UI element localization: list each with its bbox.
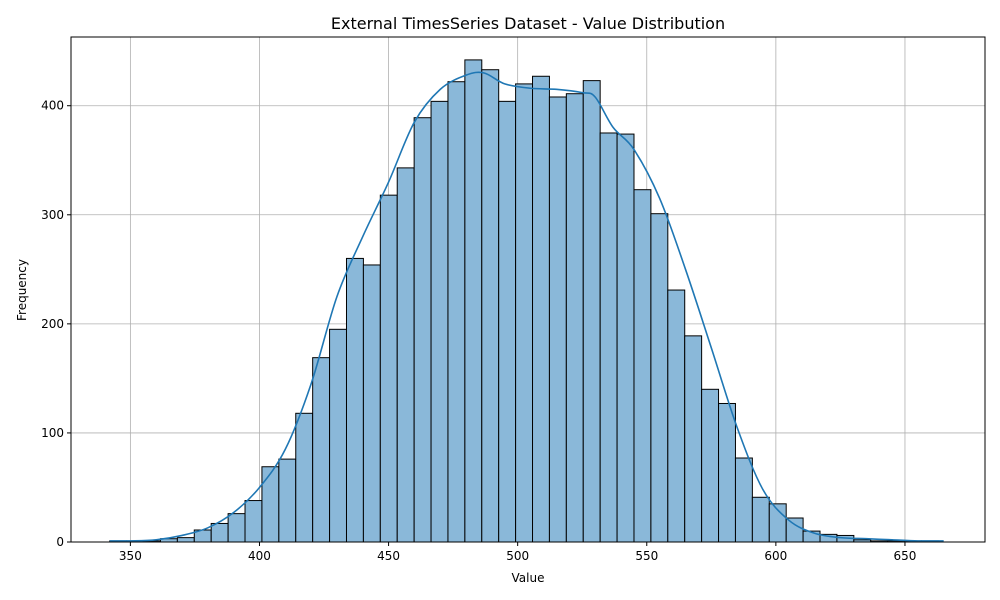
histogram-bar xyxy=(785,517,804,543)
histogram-bar xyxy=(599,132,618,543)
plot-frame xyxy=(70,36,986,543)
x-tick-label: 550 xyxy=(635,549,658,563)
histogram-bar xyxy=(498,100,517,543)
histogram-bar xyxy=(227,513,246,543)
x-tick-label: 350 xyxy=(119,549,142,563)
y-tick-label: 100 xyxy=(41,426,64,440)
histogram-bar xyxy=(565,93,584,543)
histogram-bar xyxy=(430,100,449,543)
histogram-bar xyxy=(396,167,415,543)
x-tick-label: 400 xyxy=(248,549,271,563)
histogram-bar xyxy=(464,59,483,543)
histogram-bar xyxy=(582,80,601,543)
y-tick-label: 400 xyxy=(41,99,64,113)
x-tick-label: 650 xyxy=(894,549,917,563)
histogram-bar xyxy=(413,117,432,543)
x-tick-label: 600 xyxy=(764,549,787,563)
histogram-bar xyxy=(751,496,770,543)
x-tick-label: 450 xyxy=(377,549,400,563)
histogram-bar xyxy=(329,328,347,543)
x-axis-label: Value xyxy=(512,571,545,585)
kde-line xyxy=(109,71,944,542)
histogram-bar xyxy=(176,537,195,543)
y-tick-label: 200 xyxy=(41,317,64,331)
histogram-bar xyxy=(616,133,635,543)
x-tick-label: 500 xyxy=(506,549,529,563)
histogram-bar xyxy=(244,500,263,543)
y-axis-label: Frequency xyxy=(15,259,29,321)
histogram-bar xyxy=(633,189,652,543)
histogram-bar xyxy=(295,412,314,543)
histogram-bar xyxy=(278,458,297,543)
histogram-bar xyxy=(734,457,753,543)
histogram-bar xyxy=(481,69,500,543)
histogram-bar xyxy=(718,402,736,543)
histogram-bar xyxy=(650,213,669,543)
histogram-bars xyxy=(109,59,939,543)
histogram-bar xyxy=(447,81,466,543)
histogram-bar xyxy=(515,83,534,543)
histogram-bar xyxy=(362,264,381,543)
chart-title: External TimesSeries Dataset - Value Dis… xyxy=(331,14,725,33)
histogram-bar xyxy=(210,522,229,543)
histogram-bar xyxy=(667,289,686,543)
histogram-bar xyxy=(701,388,720,543)
histogram-bar xyxy=(532,75,550,543)
histogram-bar xyxy=(312,357,331,543)
kde-curve-layer xyxy=(109,71,944,542)
histogram-bar xyxy=(345,257,364,543)
y-tick-label: 0 xyxy=(56,535,64,549)
histogram-bar xyxy=(548,96,567,543)
histogram-bar xyxy=(684,335,703,543)
y-tick-label: 300 xyxy=(41,208,64,222)
histogram-bar xyxy=(379,194,398,543)
axis-ticks: 350 400 450 500 550 600 650 0 100 200 300 400 xyxy=(41,99,916,563)
histogram-bar xyxy=(261,466,280,543)
